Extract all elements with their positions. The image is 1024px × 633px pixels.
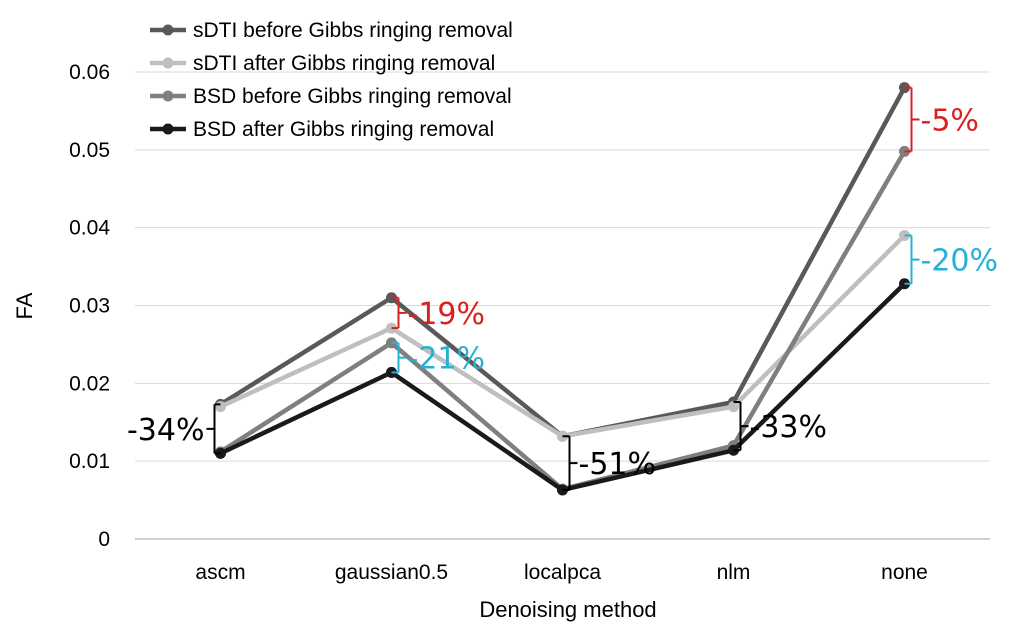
legend-label: BSD before Gibbs ringing removal [193, 85, 512, 108]
annotation-label: -19% [408, 297, 486, 332]
annotation-bracket: -19% [391, 296, 486, 332]
annotation-bracket: -34% [127, 403, 221, 455]
legend-marker [162, 24, 174, 36]
legend-item: sDTI before Gibbs ringing removal [150, 19, 513, 42]
y-axis-ticks: 0 0.01 0.02 0.03 0.04 0.05 0.06 [69, 61, 110, 551]
x-tick-label: ascm [195, 561, 245, 584]
y-axis-title: FA [12, 292, 37, 319]
gridlines [135, 71, 990, 462]
annotation-label: -5% [921, 103, 979, 138]
annotation-bracket: -33% [733, 401, 828, 452]
y-tick-label: 0.01 [69, 450, 110, 473]
data-point [215, 401, 226, 413]
y-tick-label: 0.04 [69, 217, 110, 240]
legend-marker [162, 123, 174, 135]
annotation-bracket: -21% [391, 342, 486, 377]
y-tick-label: 0.02 [69, 372, 110, 395]
data-point [728, 401, 739, 413]
annotation-label: -51% [579, 447, 657, 482]
legend-label: sDTI after Gibbs ringing removal [193, 52, 495, 75]
y-tick-label: 0 [98, 528, 110, 551]
y-tick-label: 0.06 [69, 61, 110, 84]
x-axis-title: Denoising method [479, 597, 656, 622]
x-tick-label: none [881, 561, 928, 584]
legend-item: BSD after Gibbs ringing removal [150, 118, 494, 141]
y-tick-label: 0.03 [69, 295, 110, 318]
annotation-label: -20% [921, 244, 999, 279]
legend-label: BSD after Gibbs ringing removal [193, 118, 494, 141]
legend-label: sDTI before Gibbs ringing removal [193, 19, 513, 42]
annotations: -34% -19% -21% -51% -33% -5% -20% [127, 86, 999, 491]
annotation-label: -21% [408, 342, 486, 377]
y-tick-label: 0.05 [69, 139, 110, 162]
annotation-bracket: -20% [904, 234, 999, 285]
legend: sDTI before Gibbs ringing removal sDTI af… [150, 19, 513, 141]
annotation-bracket: -5% [904, 86, 979, 153]
x-axis-ticks: ascm gaussian0.5 localpca nlm none [195, 561, 927, 584]
x-tick-label: nlm [717, 561, 751, 584]
legend-marker [162, 90, 174, 102]
legend-item: sDTI after Gibbs ringing removal [150, 52, 495, 75]
legend-marker [162, 57, 174, 69]
annotation-label: -33% [750, 410, 828, 445]
x-tick-label: localpca [524, 561, 601, 584]
annotation-bracket: -51% [562, 435, 657, 491]
legend-item: BSD before Gibbs ringing removal [150, 85, 512, 108]
x-tick-label: gaussian0.5 [335, 561, 448, 584]
annotation-label: -34% [127, 413, 205, 448]
